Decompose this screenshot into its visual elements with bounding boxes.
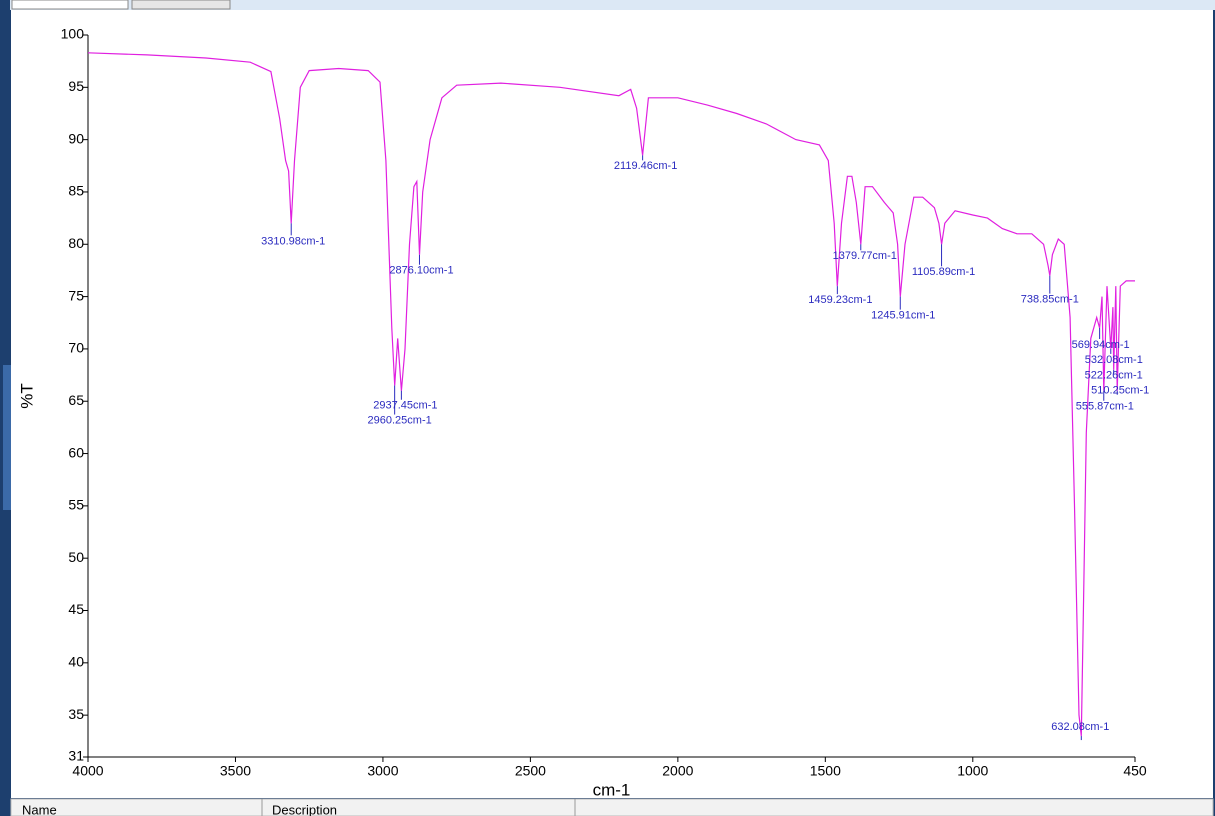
y-tick-label: 95 [68, 78, 84, 94]
tab-strip [10, 0, 1215, 10]
peak-label: 2937.45cm-1 [373, 400, 437, 412]
y-tick-label: 85 [68, 183, 84, 199]
x-tick-label: 3000 [367, 763, 398, 779]
x-tick-label: 4000 [72, 763, 103, 779]
y-tick-label: 40 [68, 654, 84, 670]
peak-label: 632.08cm-1 [1051, 721, 1109, 733]
peak-label: 1459.23cm-1 [808, 294, 872, 306]
peak-label: 2960.25cm-1 [368, 414, 432, 426]
peak-label: 555.87cm-1 [1076, 401, 1134, 413]
peak-label: 2876.10cm-1 [389, 265, 453, 277]
y-tick-label: 80 [68, 235, 84, 251]
peak-label: 1245.91cm-1 [871, 310, 935, 322]
x-tick-label: 1500 [810, 763, 841, 779]
y-tick-label: 75 [68, 287, 84, 303]
table-header [10, 798, 1214, 816]
spectrum-line [87, 52, 1135, 737]
y-tick-label: 35 [68, 706, 84, 722]
y-axis-title: %T [17, 383, 36, 409]
y-tick-label: 90 [68, 130, 84, 146]
y-tick-label: 70 [68, 340, 84, 356]
y-tick-label: 100 [61, 26, 85, 42]
x-tick-label: 450 [1123, 763, 1147, 779]
y-tick-label: 55 [68, 497, 84, 513]
peak-label: 522.26cm-1 [1085, 370, 1143, 382]
y-tick-label: 31 [68, 748, 84, 764]
peak-label: 510.25cm-1 [1091, 385, 1149, 397]
x-tick-label: 2500 [515, 763, 546, 779]
peak-label: 3310.98cm-1 [261, 235, 325, 247]
peak-label: 569.94cm-1 [1072, 339, 1130, 351]
peak-label: 2119.46cm-1 [614, 160, 677, 172]
y-tick-label: 45 [68, 601, 84, 617]
y-tick-label: 65 [68, 392, 84, 408]
peak-label: 1105.89cm-1 [912, 266, 975, 278]
x-tick-label: 2000 [662, 763, 693, 779]
column-header[interactable]: Description [272, 802, 337, 816]
x-tick-label: 1000 [957, 763, 988, 779]
plot-panel [11, 10, 1213, 798]
column-header[interactable]: Name [22, 802, 57, 816]
peak-label: 1379.77cm-1 [833, 250, 897, 262]
tab[interactable] [131, 0, 231, 10]
x-tick-label: 3500 [220, 763, 251, 779]
tab[interactable] [11, 0, 129, 10]
x-axis-title: cm-1 [593, 780, 631, 799]
peak-label: 738.85cm-1 [1021, 294, 1079, 306]
side-handle[interactable] [3, 365, 11, 510]
peak-label: 532.08cm-1 [1085, 354, 1143, 366]
y-tick-label: 50 [68, 549, 84, 565]
y-tick-label: 60 [68, 444, 84, 460]
